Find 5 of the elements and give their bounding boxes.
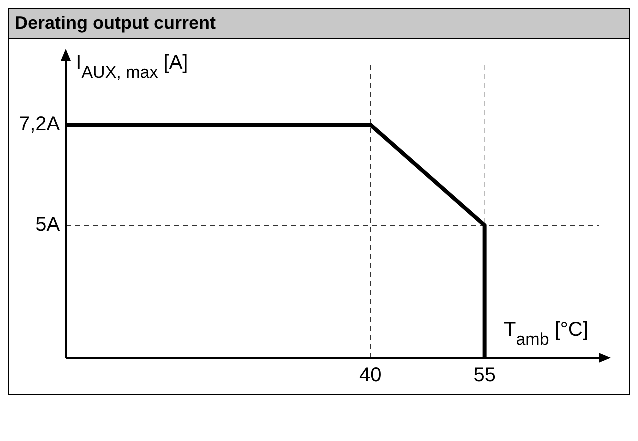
chart-title: Derating output current — [9, 9, 629, 39]
x-tick-label: 40 — [360, 364, 382, 387]
y-tick-label: 7,2A — [18, 113, 61, 136]
y-tick-label: 5A — [36, 214, 61, 236]
x-tick-label: 55 — [474, 364, 496, 387]
